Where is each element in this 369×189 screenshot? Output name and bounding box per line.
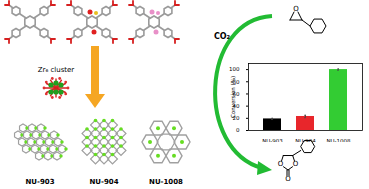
svg-text:NU-903: NU-903 <box>262 138 283 142</box>
svg-text:CO₂: CO₂ <box>214 32 231 41</box>
svg-text:100: 100 <box>229 66 240 72</box>
svg-text:0: 0 <box>236 127 240 133</box>
svg-text:NU-904: NU-904 <box>89 178 118 186</box>
svg-text:NU-903: NU-903 <box>25 178 54 186</box>
svg-text:NU-904: NU-904 <box>295 138 316 142</box>
svg-text:NU-1008: NU-1008 <box>149 178 183 186</box>
svg-text:O: O <box>293 5 299 13</box>
svg-text:O: O <box>278 160 284 168</box>
svg-text:O: O <box>285 175 291 183</box>
svg-text:O: O <box>293 160 299 168</box>
svg-text:NU-1008: NU-1008 <box>326 138 351 142</box>
svg-text:Zr₆ cluster: Zr₆ cluster <box>38 66 75 74</box>
svg-text:Conversion (%): Conversion (%) <box>230 76 236 118</box>
